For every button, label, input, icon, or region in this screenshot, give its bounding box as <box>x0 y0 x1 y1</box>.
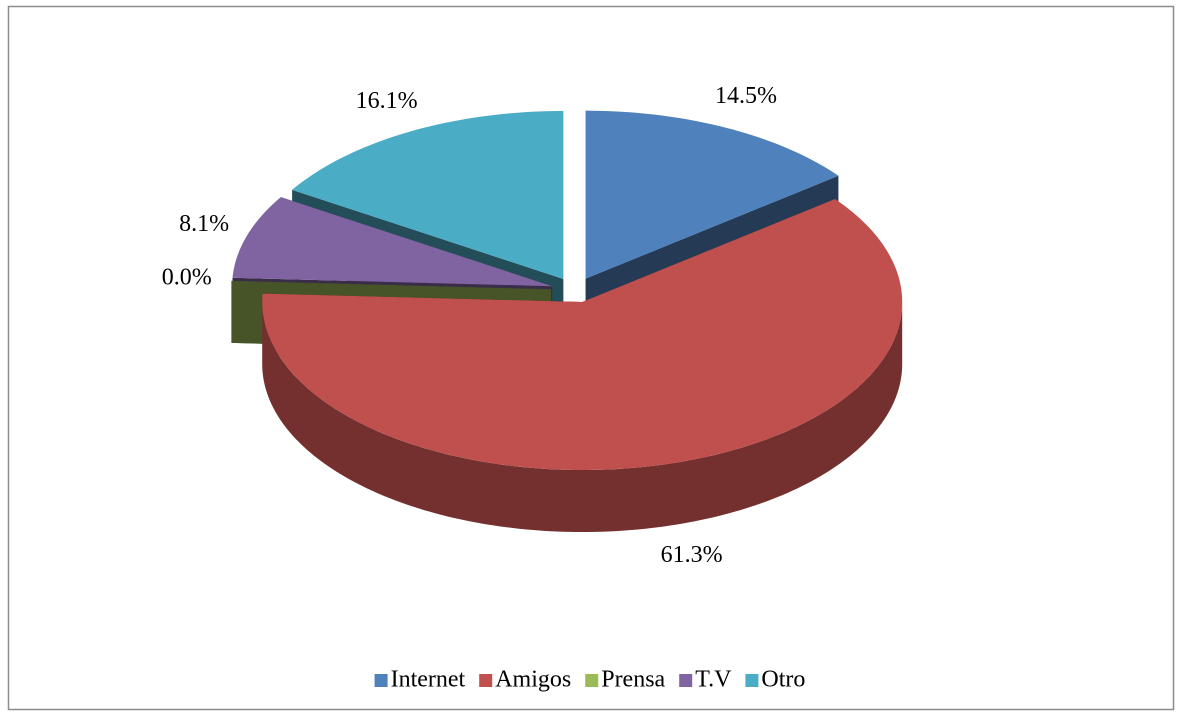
legend-swatch <box>374 674 388 687</box>
legend-label: Internet <box>391 667 466 693</box>
legend-swatch <box>745 674 759 687</box>
legend-swatch <box>679 674 693 687</box>
legend: Internet Amigos Prensa T.V Otro <box>374 667 805 693</box>
pie-slice <box>232 197 553 287</box>
data-label: 61.3% <box>661 542 723 568</box>
pie-slice <box>262 199 903 471</box>
pie-slice <box>231 280 552 290</box>
legend-swatch <box>585 674 599 687</box>
data-labels: 14.5% 61.3% 0.0% 8.1% 16.1% <box>162 83 777 568</box>
legend-swatch <box>479 674 493 687</box>
legend-label: T.V <box>695 667 732 693</box>
data-label: 8.1% <box>179 211 229 237</box>
legend-label: Prensa <box>601 667 665 693</box>
pie-tops <box>231 110 903 471</box>
pie-slice <box>585 110 839 279</box>
legend-label: Amigos <box>495 667 571 693</box>
pie-slice <box>292 110 564 279</box>
pie-outer-wall <box>262 302 903 533</box>
data-label: 0.0% <box>162 265 212 291</box>
data-label: 16.1% <box>356 88 418 114</box>
legend-label: Otro <box>761 667 805 693</box>
data-label: 14.5% <box>715 83 777 109</box>
